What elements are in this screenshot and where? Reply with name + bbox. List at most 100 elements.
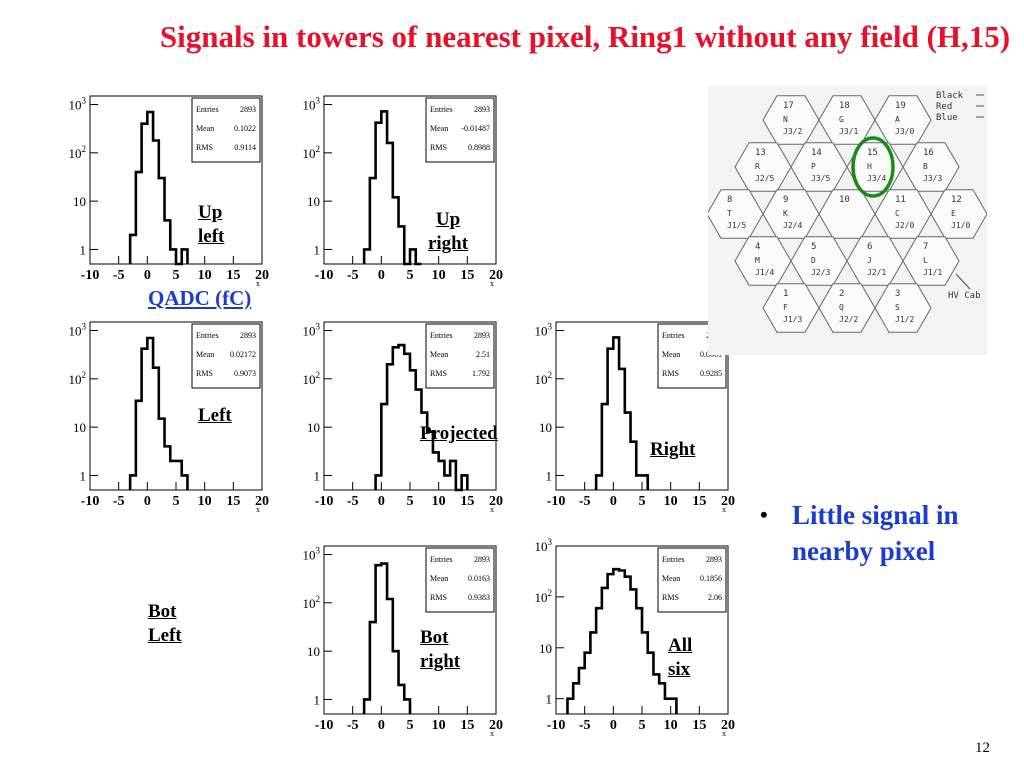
x-tick-label: 20 [255,268,269,283]
label-bot-right: Bot right [420,627,461,672]
stats-box [191,323,261,389]
y-tick-label: 10 [73,420,86,435]
stats-label-entries: Entries [662,555,685,564]
stats-value-rms: 0.9285 [700,369,722,378]
y-tick-label: 102 [69,144,87,161]
stats-value-rms: 0.9383 [468,593,490,602]
x-tick-label: -5 [113,268,125,283]
x-tick-label: 20 [721,494,735,509]
stats-value-mean: 0.02172 [230,350,256,359]
y-tick-label: 102 [535,588,553,605]
stats-label-mean: Mean [430,574,448,583]
bullet-dot-icon: • [760,502,768,527]
page-title: Signals in towers of nearest pixel, Ring… [159,19,1011,54]
histogram-series-line [362,562,412,714]
pixel-hexagon [708,189,764,239]
page-number: 12 [975,740,990,756]
x-tick-label: 10 [432,494,446,509]
pixel-number: 6 [867,242,872,252]
x-tick-label: 15 [226,268,240,283]
x-tick-label: -5 [347,718,359,733]
y-tick-label: 1 [80,242,87,257]
x-tick-label: -10 [547,494,566,509]
pixel-hexagon [790,236,848,286]
pixel-name: A [895,115,900,124]
x-tick-label: 20 [489,718,503,733]
x-tick-label: 20 [721,718,735,733]
pixel-connector: J1/2 [895,315,914,324]
stats-box [191,97,261,163]
y-tick-label: 10 [307,420,320,435]
pixel-name: C [895,209,900,218]
pixel-connector: J2/3 [811,268,830,277]
stats-value-rms: 2.06 [708,593,722,602]
label-all-six: All six [668,635,693,680]
stats-value-mean: 2.51 [476,350,490,359]
y-tick-label: 102 [69,370,87,387]
label-left: Left [198,405,232,426]
stats-value-rms: 0.9114 [234,143,256,152]
x-axis-unit-mark: x [256,279,260,288]
stats-box [425,547,495,613]
pixel-name: L [923,256,928,265]
stats-label-mean: Mean [196,124,214,133]
pixel-number: 3 [895,289,900,299]
stats-value-entries: 2893 [240,331,256,340]
y-tick-label: 103 [535,322,553,339]
stats-label-entries: Entries [662,331,685,340]
stats-label-rms: RMS [430,593,447,602]
pixel-number: 9 [783,195,788,205]
pixel-name: Q [839,303,844,312]
stats-label-rms: RMS [430,143,447,152]
pixel-connector: J3/1 [839,127,858,136]
stats-label-entries: Entries [430,331,453,340]
pixel-connector: J3/0 [895,127,914,136]
pixel-hexagon [846,236,904,286]
x-tick-label: 0 [378,494,385,509]
y-tick-label: 103 [69,96,87,113]
y-tick-label: 103 [535,537,553,554]
y-tick-label: 1 [546,692,553,707]
pixel-hexagon [734,236,792,286]
pixel-name: H [867,162,872,171]
pixel-name: T [727,209,732,218]
stats-value-mean: -0.01487 [461,124,490,133]
label-bot-left: Bot Left [148,601,182,646]
pixel-map-diagram: 17 N J3/2 18 G J3/1 19 A J3/0 13 R J2/5 14 P J3/5 15 H J3… [708,86,987,355]
y-tick-label: 10 [307,194,320,209]
pixel-name: M [755,256,760,265]
stats-label-mean: Mean [430,124,448,133]
stats-value-mean: 0.1856 [700,574,722,583]
stats-value-entries: 2893 [706,555,722,564]
stats-label-entries: Entries [196,105,219,114]
stats-value-rms: 0.9073 [234,369,256,378]
histogram-up-right: 1 10 102 103 -10 -5 0 5 10 15 20 x Entries 2893 Mean -0… [296,92,503,288]
legend-color-label: Blue [936,113,958,123]
histogram-projected: 1 10 102 103 -10 -5 0 5 10 15 20 x Entries 2893 Mean 2.… [296,318,503,514]
y-tick-label: 103 [69,322,87,339]
x-tick-label: 20 [489,494,503,509]
y-tick-label: 1 [314,468,321,483]
pixel-name: B [923,162,928,171]
pixel-name: G [839,115,844,124]
pixel-number: 19 [895,101,906,111]
qadc-axis-unit: QADC (fC) [148,286,252,310]
pixel-connector: J2/5 [755,174,774,183]
x-tick-label: -5 [347,494,359,509]
x-tick-label: 15 [692,494,706,509]
stats-label-mean: Mean [196,350,214,359]
histogram-series-line [128,110,189,266]
histogram-all-six: 1 10 102 103 -10 -5 0 5 10 15 20 x Entries 2893 Mean 0.… [528,537,736,738]
x-axis-unit-mark: x [722,729,726,738]
pixel-connector: J3/3 [923,174,942,183]
stats-box [425,323,495,389]
histogram-bot-right: 1 10 102 103 -10 -5 0 5 10 15 20 x Entries 2893 Mean 0.… [296,542,503,738]
pixel-number: 7 [923,242,928,252]
stats-label-rms: RMS [430,369,447,378]
pixel-connector: J1/0 [951,221,970,230]
pixel-number: 13 [755,148,766,158]
y-tick-label: 1 [314,692,321,707]
histogram-series-line [594,336,650,490]
pixel-name: E [951,209,956,218]
x-tick-label: 15 [692,718,706,733]
